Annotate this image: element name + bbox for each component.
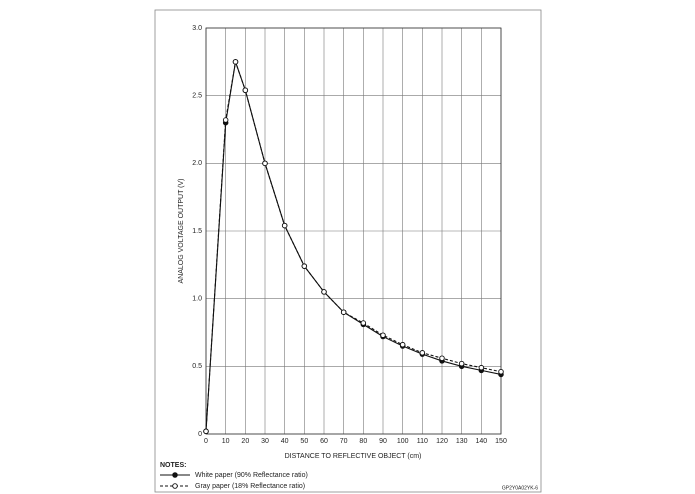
marker xyxy=(439,355,445,361)
x-tick-label: 130 xyxy=(456,438,468,445)
y-tick-label: 0.5 xyxy=(192,363,202,370)
page-border xyxy=(154,9,542,493)
x-tick-label: 10 xyxy=(222,438,230,445)
x-tick-label: 30 xyxy=(261,438,269,445)
y-tick-label: 1.0 xyxy=(192,296,202,303)
x-tick-label: 80 xyxy=(359,438,367,445)
x-axis-label: DISTANCE TO REFLECTIVE OBJECT (cm) xyxy=(285,453,422,460)
figure-code: GP2Y0A02YK-6 xyxy=(502,485,538,491)
legend-label: White paper (90% Reflectance ratio) xyxy=(195,472,308,479)
notes-title: NOTES: xyxy=(160,462,186,469)
legend-marker xyxy=(172,472,178,478)
y-tick-label: 3.0 xyxy=(192,25,202,32)
marker xyxy=(498,368,504,375)
marker xyxy=(380,332,386,338)
marker xyxy=(360,320,367,326)
marker xyxy=(281,222,288,229)
x-tick-label: 120 xyxy=(436,438,448,445)
marker xyxy=(458,360,465,367)
marker xyxy=(232,59,239,65)
marker xyxy=(419,350,426,356)
x-tick-label: 70 xyxy=(340,438,348,445)
y-tick-label: 0 xyxy=(198,431,202,438)
marker xyxy=(321,289,327,295)
marker xyxy=(242,87,249,94)
marker xyxy=(478,364,485,371)
legend-label: Gray paper (18% Reflectance ratio) xyxy=(195,483,305,490)
legend-marker xyxy=(172,483,178,489)
x-tick-label: 50 xyxy=(300,438,308,445)
x-tick-label: 150 xyxy=(495,438,507,445)
marker xyxy=(222,117,229,123)
x-tick-label: 110 xyxy=(417,438,428,445)
marker xyxy=(301,263,308,269)
y-axis-label: ANALOG VOLTAGE OUTPUT (V) xyxy=(178,178,185,283)
x-tick-label: 140 xyxy=(475,438,487,445)
marker xyxy=(203,428,209,435)
x-tick-label: 0 xyxy=(204,438,208,445)
y-tick-label: 2.5 xyxy=(192,93,202,100)
series-line xyxy=(205,61,502,432)
marker xyxy=(262,160,268,167)
x-tick-label: 40 xyxy=(281,438,289,445)
marker xyxy=(340,309,347,315)
y-tick-label: 2.0 xyxy=(192,160,202,167)
x-tick-label: 60 xyxy=(320,438,328,445)
marker xyxy=(399,341,406,348)
y-tick-label: 1.5 xyxy=(192,228,202,235)
series-line xyxy=(205,61,502,432)
x-tick-label: 100 xyxy=(397,438,409,445)
x-tick-label: 90 xyxy=(379,438,387,445)
x-tick-label: 20 xyxy=(241,438,249,445)
plot-frame xyxy=(205,27,502,435)
